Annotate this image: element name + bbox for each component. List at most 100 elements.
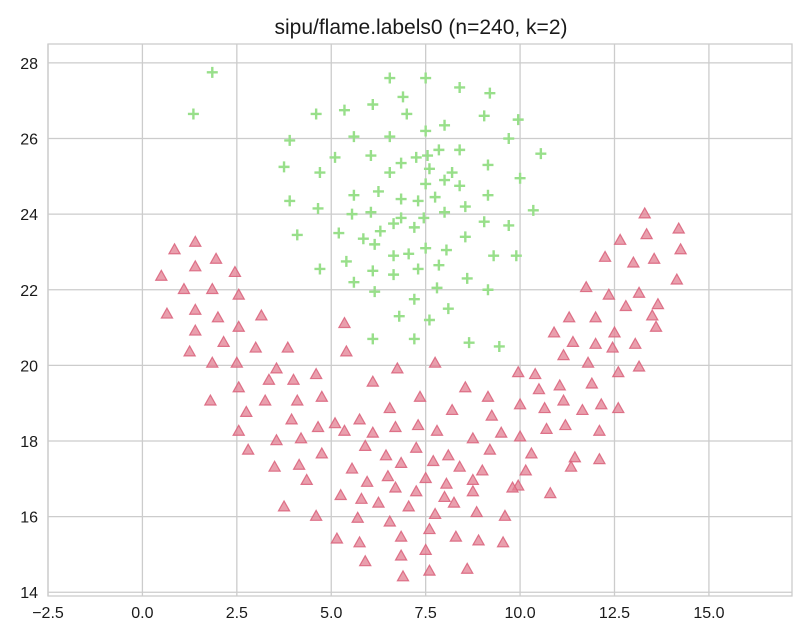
triangle-marker	[428, 507, 442, 520]
triangle-marker	[249, 340, 263, 353]
plus-marker	[333, 227, 345, 239]
data-points	[154, 66, 688, 582]
triangle-marker	[390, 361, 404, 374]
triangle-marker	[639, 227, 654, 240]
x-tick-label: −2.5	[32, 605, 64, 622]
triangle-marker	[594, 397, 608, 410]
triangle-marker	[466, 431, 480, 444]
triangle-marker	[466, 484, 480, 497]
plus-marker	[482, 189, 494, 201]
triangle-marker	[167, 242, 182, 255]
plus-marker	[484, 87, 496, 99]
triangle-marker	[481, 390, 495, 402]
triangle-marker	[651, 297, 665, 310]
triangle-marker	[154, 269, 168, 281]
triangle-marker	[269, 361, 284, 374]
triangle-marker	[232, 380, 246, 393]
triangle-marker	[388, 420, 403, 433]
plus-marker	[348, 189, 360, 201]
plus-marker	[503, 133, 515, 145]
triangle-marker	[647, 252, 661, 264]
triangle-marker	[241, 443, 255, 455]
plus-marker	[374, 225, 386, 237]
plus-marker	[365, 150, 377, 162]
plus-marker	[408, 293, 420, 305]
triangle-marker	[632, 359, 646, 372]
y-tick-label: 26	[20, 132, 38, 149]
triangle-marker	[188, 323, 202, 336]
triangle-marker	[267, 460, 282, 472]
triangle-marker	[632, 286, 646, 298]
plus-marker	[284, 134, 296, 146]
plus-marker	[393, 310, 405, 322]
triangle-marker	[513, 429, 527, 442]
x-axis-ticks: −2.5 0.0 2.5 5.0 7.5 10.0 12.5 15.0	[32, 605, 724, 622]
plus-marker	[482, 284, 494, 296]
plus-marker	[367, 98, 379, 110]
triangle-marker	[205, 356, 219, 368]
triangle-marker	[383, 401, 397, 414]
plus-marker	[429, 191, 441, 203]
triangle-marker	[300, 473, 314, 486]
triangle-marker	[524, 446, 539, 459]
plus-marker	[422, 150, 434, 162]
triangle-marker	[466, 473, 480, 486]
triangle-marker	[649, 320, 663, 332]
plus-marker	[503, 219, 515, 231]
triangle-marker	[566, 335, 580, 348]
triangle-marker	[439, 477, 454, 489]
plus-marker	[384, 167, 396, 179]
triangle-marker	[538, 401, 552, 414]
plus-marker	[206, 66, 218, 78]
triangle-marker	[602, 288, 616, 300]
triangle-marker	[475, 463, 489, 476]
triangle-marker	[579, 280, 593, 293]
plus-marker	[329, 151, 341, 163]
triangle-marker	[430, 424, 444, 436]
plus-marker	[278, 161, 290, 173]
triangle-marker	[309, 367, 323, 380]
triangle-marker	[284, 412, 299, 425]
triangle-marker	[366, 374, 380, 387]
triangle-marker	[311, 420, 325, 433]
triangle-marker	[177, 282, 191, 295]
triangle-marker	[334, 488, 348, 501]
triangle-marker	[426, 454, 440, 467]
y-tick-label: 28	[20, 56, 38, 73]
triangle-marker	[575, 403, 590, 416]
triangle-marker	[330, 531, 344, 544]
grid-lines	[47, 44, 792, 596]
plus-marker	[439, 206, 451, 218]
triangle-marker	[337, 316, 352, 329]
plus-marker	[340, 255, 352, 267]
triangle-marker	[494, 426, 508, 438]
triangle-marker	[483, 443, 497, 455]
triangle-marker	[352, 412, 367, 425]
triangle-marker	[645, 308, 659, 321]
triangle-marker	[394, 548, 408, 561]
plus-marker	[512, 114, 524, 126]
y-tick-label: 22	[20, 283, 38, 300]
plus-marker	[384, 131, 396, 143]
plus-marker	[291, 229, 303, 241]
triangle-marker	[281, 340, 295, 353]
triangle-marker	[188, 303, 202, 315]
triangle-marker	[592, 424, 606, 436]
triangle-marker	[217, 335, 231, 348]
y-axis-ticks: 14 16 18 20 22 24 26 28	[20, 56, 38, 602]
triangle-marker	[592, 452, 606, 465]
triangle-marker	[232, 288, 246, 300]
triangle-marker	[539, 422, 554, 434]
plus-marker	[482, 159, 494, 171]
triangle-marker	[437, 490, 452, 503]
plus-marker	[420, 72, 432, 84]
triangle-marker	[445, 403, 459, 416]
plus-marker	[357, 233, 369, 245]
triangle-marker	[519, 463, 533, 476]
triangle-marker	[188, 259, 202, 272]
plus-marker	[388, 250, 400, 262]
x-tick-label: 2.5	[226, 605, 248, 622]
triangle-marker	[228, 265, 242, 278]
y-tick-label: 16	[20, 510, 38, 527]
plus-marker	[439, 174, 451, 186]
